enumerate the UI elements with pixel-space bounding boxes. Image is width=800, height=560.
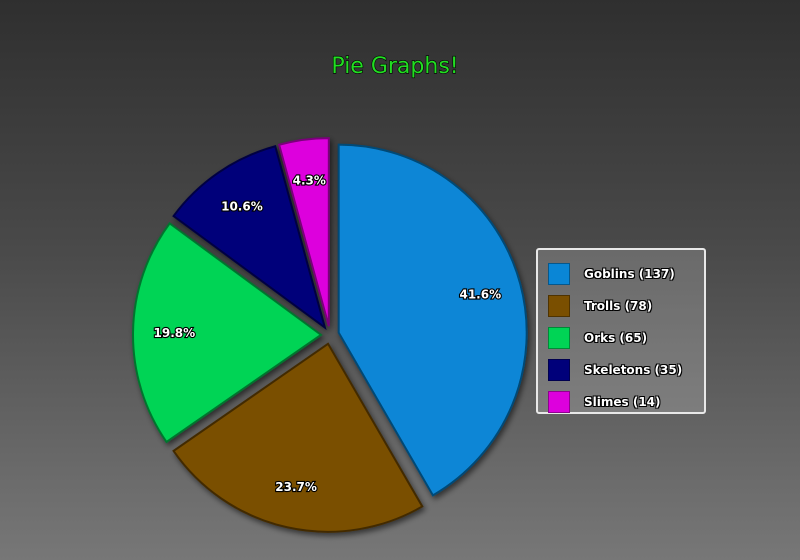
legend: Goblins (137) Trolls (78) Orks (65) Skeleto… xyxy=(536,248,706,414)
slice-label-slimes: 4.3% xyxy=(293,174,326,188)
slice-label-trolls: 23.7% xyxy=(275,480,317,494)
legend-item-skeletons: Skeletons (35) xyxy=(548,354,694,386)
legend-swatch xyxy=(548,263,570,285)
legend-item-goblins: Goblins (137) xyxy=(548,258,694,290)
legend-label: Slimes (14) xyxy=(584,395,661,409)
legend-label: Orks (65) xyxy=(584,331,648,345)
slice-label-goblins: 41.6% xyxy=(459,288,501,302)
legend-item-orks: Orks (65) xyxy=(548,322,694,354)
legend-swatch xyxy=(548,295,570,317)
legend-label: Trolls (78) xyxy=(584,299,653,313)
slice-label-skeletons: 10.6% xyxy=(221,200,263,214)
pie-slice-trolls xyxy=(172,342,424,533)
pie-slice-skeletons xyxy=(172,145,327,331)
legend-label: Skeletons (35) xyxy=(584,363,683,377)
legend-item-slimes: Slimes (14) xyxy=(548,386,694,418)
legend-swatch xyxy=(548,391,570,413)
pie-slice-orks xyxy=(132,221,323,444)
pie-slice-labels: 41.6% 23.7% 19.8% 10.6% 4.3% xyxy=(152,173,502,495)
pie-slice-slimes xyxy=(277,137,330,327)
legend-swatch xyxy=(548,359,570,381)
legend-item-trolls: Trolls (78) xyxy=(548,290,694,322)
chart-title: Pie Graphs! xyxy=(331,54,458,79)
slice-label-orks: 19.8% xyxy=(154,326,196,340)
pie-slices xyxy=(132,137,528,533)
legend-swatch xyxy=(548,327,570,349)
pie-slice-goblins xyxy=(337,143,528,497)
legend-label: Goblins (137) xyxy=(584,267,675,281)
